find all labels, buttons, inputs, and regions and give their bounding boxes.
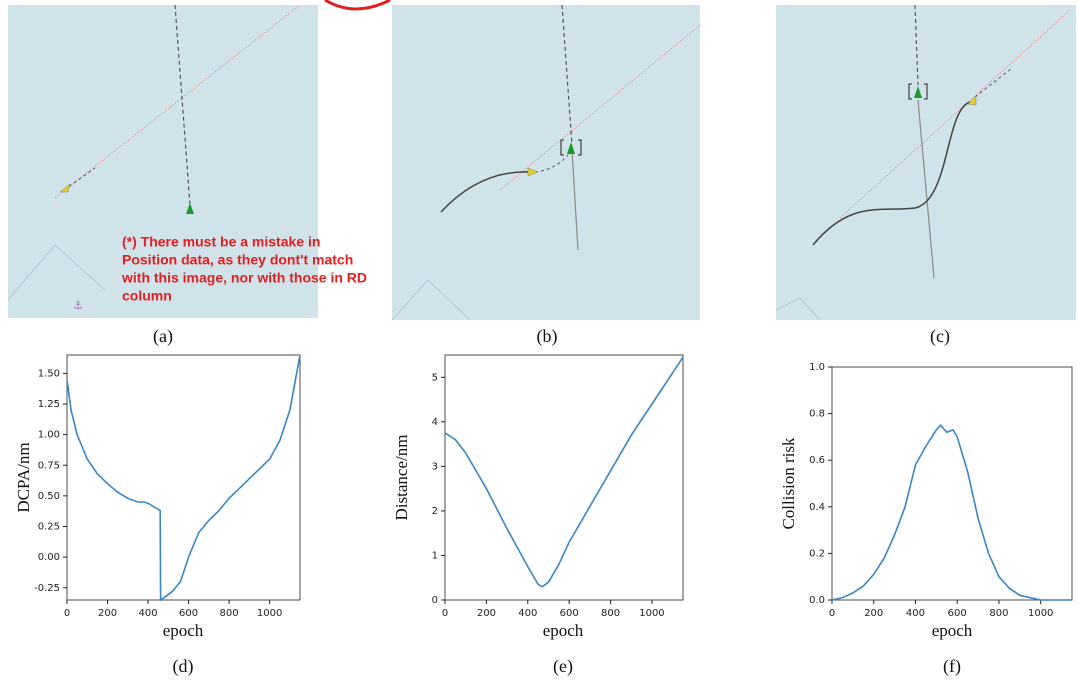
y-tick-label: 0.0 <box>809 595 825 606</box>
y-tick-label: 0.2 <box>809 548 825 559</box>
y-tick-label: 0.6 <box>809 455 825 466</box>
data-line <box>832 425 1072 600</box>
x-tick-label: 200 <box>98 608 117 619</box>
map-background <box>392 5 700 320</box>
x-axis-label: epoch <box>543 621 584 640</box>
x-tick-label: 800 <box>989 608 1008 619</box>
x-tick-label: 600 <box>179 608 198 619</box>
x-tick-label: 0 <box>64 608 70 619</box>
x-tick-label: 600 <box>560 608 579 619</box>
panel-label: (a) <box>153 326 173 347</box>
y-tick-label: 1 <box>432 550 438 561</box>
x-axis-label: epoch <box>932 621 973 640</box>
y-tick-label: 0.4 <box>809 502 825 513</box>
red-arc <box>325 0 390 9</box>
y-tick-label: 1.0 <box>809 362 825 373</box>
y-tick-label: 1.25 <box>38 399 60 410</box>
x-axis-label: epoch <box>163 621 204 640</box>
x-tick-label: 400 <box>518 608 537 619</box>
y-tick-label: 0 <box>432 595 438 606</box>
data-line <box>67 355 300 600</box>
annotation: column <box>122 288 172 304</box>
annotation: (*) There must be a mistake in <box>122 234 320 250</box>
x-tick-label: 800 <box>601 608 620 619</box>
annotation: with this image, nor with those in RD <box>121 270 367 286</box>
panel-label: (c) <box>930 326 950 347</box>
map-background <box>776 5 1076 320</box>
y-tick-label: -0.25 <box>34 583 60 594</box>
y-tick-label: 2 <box>432 506 438 517</box>
y-tick-label: 0.75 <box>38 460 60 471</box>
y-axis-label: Distance/nm <box>392 435 411 521</box>
x-tick-label: 1000 <box>639 608 664 619</box>
x-tick-label: 0 <box>829 608 835 619</box>
y-axis-label: Collision risk <box>779 437 798 530</box>
data-line <box>445 357 683 586</box>
x-tick-label: 1000 <box>257 608 282 619</box>
plot-frame <box>832 367 1072 600</box>
x-tick-label: 400 <box>906 608 925 619</box>
y-tick-label: 0.00 <box>38 552 60 563</box>
y-tick-label: 0.8 <box>809 409 825 420</box>
map-b <box>392 5 700 320</box>
x-tick-label: 400 <box>138 608 157 619</box>
y-axis-label: DCPA/nm <box>14 442 33 512</box>
y-tick-label: 0.25 <box>38 522 60 533</box>
y-tick-label: 5 <box>432 372 438 383</box>
panel-label: (d) <box>173 656 194 677</box>
y-tick-label: 1.00 <box>38 430 60 441</box>
annotation: Position data, as they dont't match <box>122 252 353 268</box>
y-tick-label: 3 <box>432 461 438 472</box>
x-tick-label: 200 <box>477 608 496 619</box>
y-tick-label: 1.50 <box>38 368 60 379</box>
figure: ⚓ (*) There must be a mistake in Positio… <box>0 0 1078 683</box>
panel-label: (e) <box>553 656 573 677</box>
anchor-icon: ⚓ <box>73 299 83 312</box>
map-c <box>776 5 1076 320</box>
x-tick-label: 800 <box>220 608 239 619</box>
panel-label: (f) <box>943 656 961 677</box>
y-tick-label: 4 <box>432 417 438 428</box>
x-tick-label: 0 <box>442 608 448 619</box>
x-tick-label: 1000 <box>1028 608 1053 619</box>
panel-label: (b) <box>537 326 558 347</box>
x-tick-label: 200 <box>864 608 883 619</box>
x-tick-label: 600 <box>948 608 967 619</box>
y-tick-label: 0.50 <box>38 491 60 502</box>
